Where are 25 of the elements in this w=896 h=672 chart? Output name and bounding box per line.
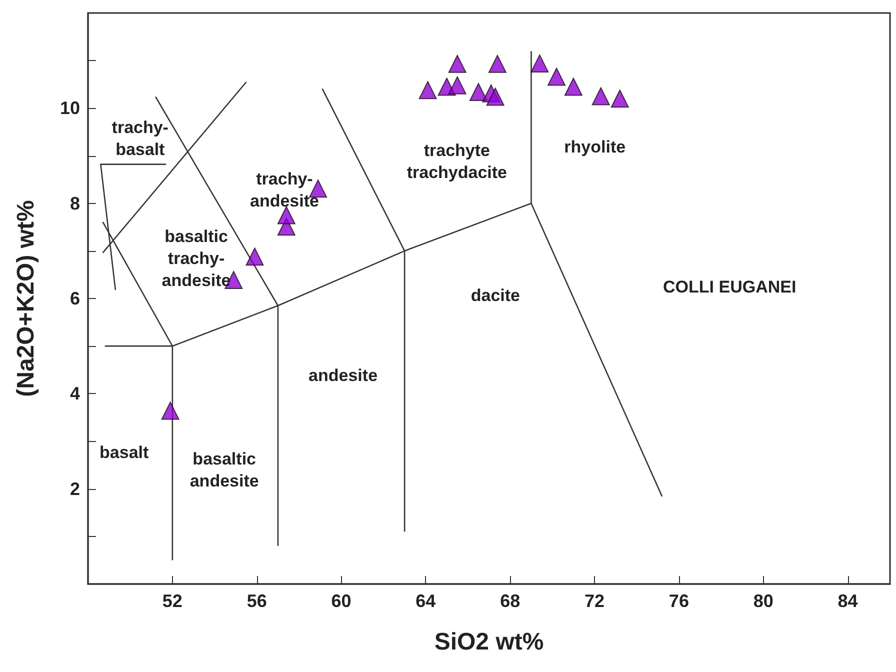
- x-tick-label: 76: [668, 591, 689, 611]
- x-tick-label: 72: [584, 591, 605, 611]
- y-tick-label: 10: [60, 98, 80, 118]
- annotation: basalt: [100, 443, 149, 462]
- annotation: trachy- andesite: [250, 170, 319, 211]
- annotation: trachy- basalt: [112, 118, 168, 160]
- y-tick-label: 2: [70, 478, 80, 499]
- x-axis-title: SiO2 wt%: [434, 628, 544, 656]
- annotation: rhyolite: [564, 138, 626, 157]
- annotation: dacite: [470, 286, 520, 306]
- x-tick-label: 84: [838, 591, 858, 611]
- x-tick-label: 68: [500, 591, 520, 611]
- y-tick-label: 4: [70, 384, 80, 404]
- annotation: andesite: [308, 366, 378, 386]
- annotation: COLLI EUGANEI: [663, 278, 796, 297]
- annotation: basaltic andesite: [190, 449, 259, 490]
- y-tick-label: 6: [70, 288, 80, 308]
- annotation: trachyte trachydacite: [406, 140, 508, 182]
- x-tick-label: 64: [416, 591, 436, 611]
- x-tick-label: 56: [246, 591, 267, 611]
- x-tick-label: 80: [753, 591, 774, 611]
- x-tick-label: 60: [331, 591, 352, 611]
- x-tick-label: 52: [162, 591, 182, 611]
- y-axis-title: (Na2O+K2O) wt%: [12, 200, 40, 397]
- y-tick-label: 8: [70, 193, 80, 214]
